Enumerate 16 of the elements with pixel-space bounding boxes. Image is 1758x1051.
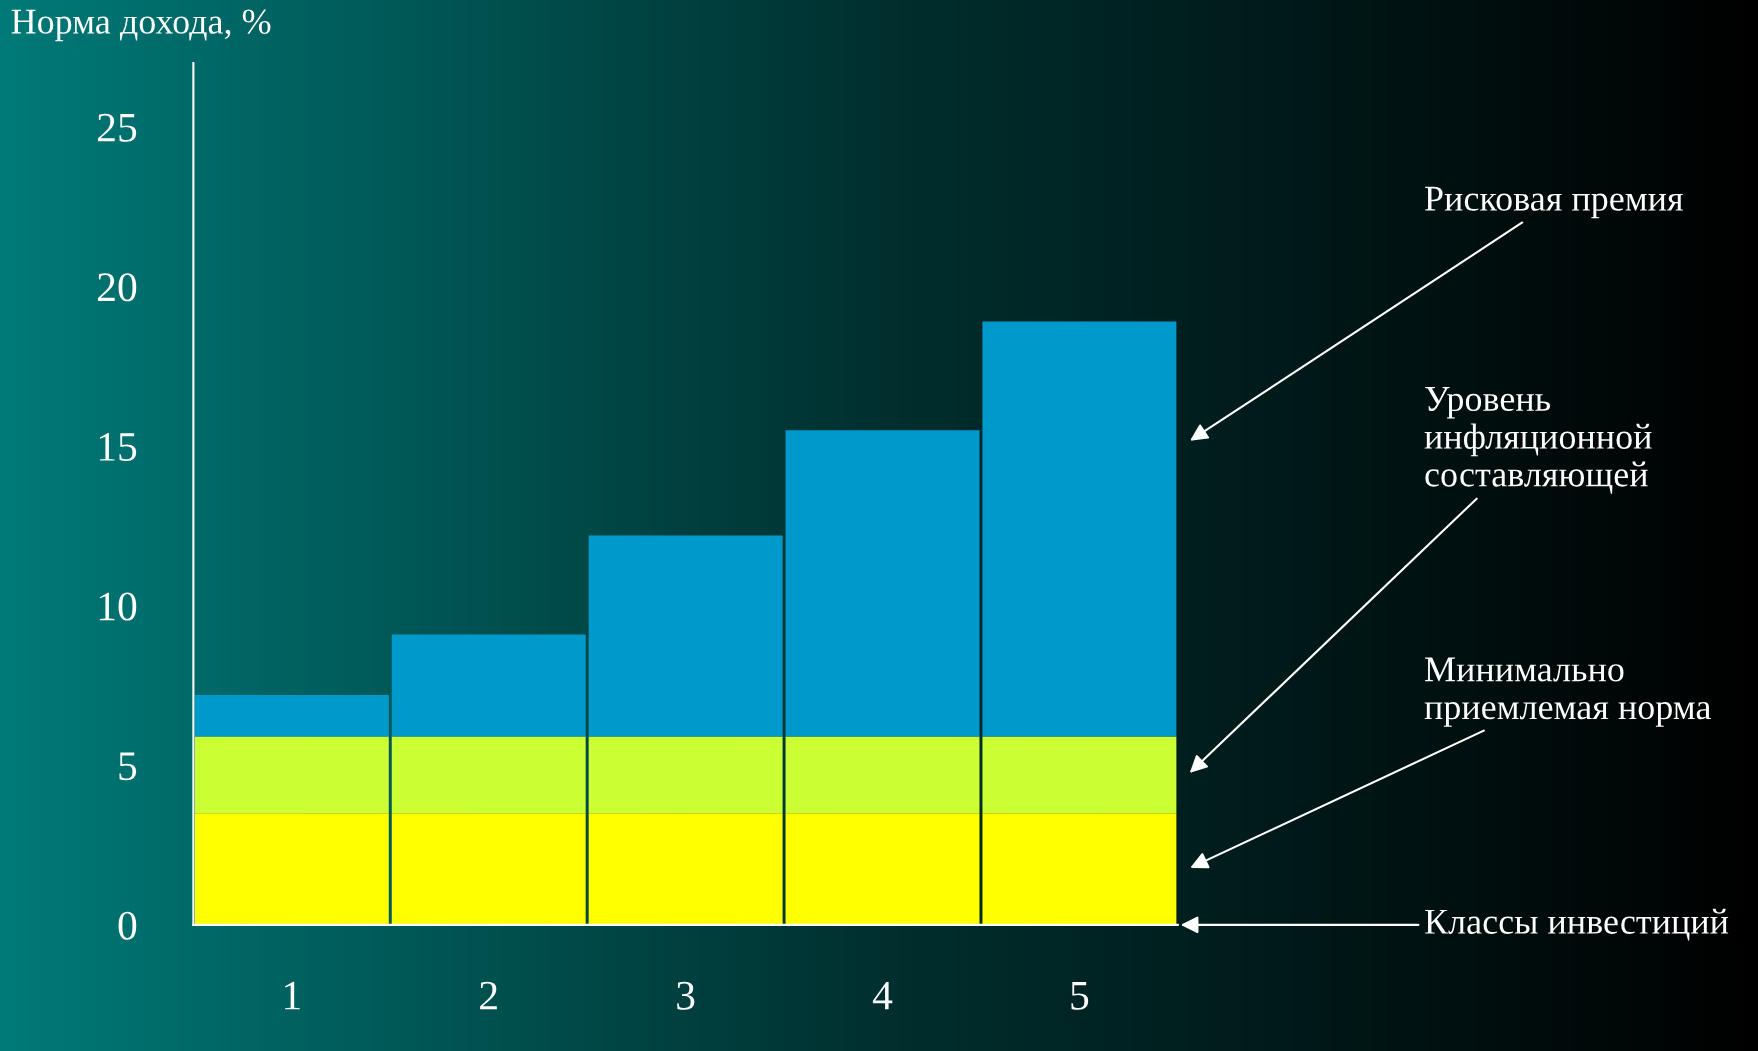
x-tick-label: 1 (285, 981, 300, 1010)
text: Уровень инфляционной составляющей (1424, 387, 1652, 494)
text: Классы инвестиций (1425, 908, 1729, 941)
y-tick-label: 15 (99, 433, 137, 461)
x-tick-label: 3 (677, 981, 695, 1010)
y-tick-label: 5 (119, 752, 137, 781)
y-tick-label: 10 (99, 592, 137, 621)
y-tick-label: 25 (97, 113, 137, 142)
text: Рисковая премия (1425, 186, 1683, 219)
y-axis-title: Норма дохода, % (11, 9, 271, 42)
y-tick-label: 0 (118, 911, 137, 940)
y-tick-label: 20 (97, 273, 137, 302)
x-tick-label: 4 (872, 981, 893, 1010)
x-tick-label: 5 (1071, 982, 1089, 1010)
text: Минимально приемлемая норма (1424, 657, 1711, 727)
x-tick-label: 2 (480, 981, 497, 1010)
